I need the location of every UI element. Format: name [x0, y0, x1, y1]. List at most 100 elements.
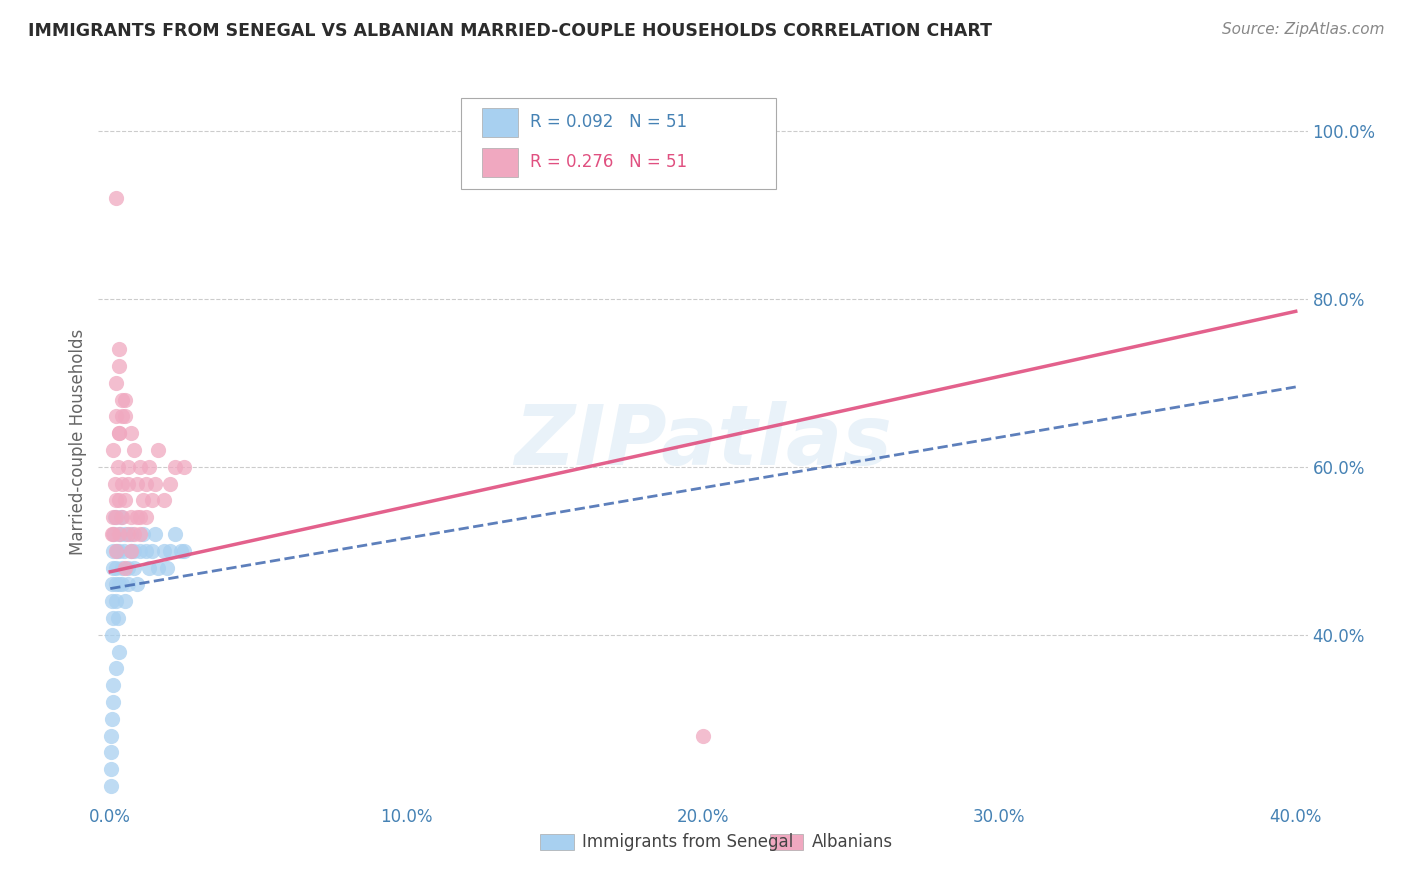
- FancyBboxPatch shape: [482, 108, 517, 136]
- Point: [117, 560, 139, 574]
- Point: [111, 392, 134, 407]
- Text: IMMIGRANTS FROM SENEGAL VS ALBANIAN MARRIED-COUPLE HOUSEHOLDS CORRELATION CHART: IMMIGRANTS FROM SENEGAL VS ALBANIAN MARR…: [28, 22, 993, 40]
- Point: [170, 543, 193, 558]
- Point: [111, 409, 134, 424]
- Point: [101, 695, 124, 709]
- Text: R = 0.092   N = 51: R = 0.092 N = 51: [530, 113, 688, 131]
- Point: [105, 510, 128, 524]
- Point: [132, 493, 155, 508]
- Point: [129, 543, 152, 558]
- Point: [108, 359, 131, 373]
- Point: [138, 560, 160, 574]
- Text: ZIPatlas: ZIPatlas: [515, 401, 891, 482]
- Point: [117, 476, 139, 491]
- Point: [105, 560, 128, 574]
- Point: [141, 493, 163, 508]
- Point: [111, 510, 134, 524]
- Point: [105, 191, 128, 205]
- Point: [117, 459, 139, 474]
- Point: [120, 543, 142, 558]
- Text: R = 0.276   N = 51: R = 0.276 N = 51: [530, 153, 688, 171]
- Point: [120, 527, 142, 541]
- Point: [111, 577, 134, 591]
- Point: [152, 493, 174, 508]
- Point: [165, 459, 187, 474]
- Point: [114, 493, 136, 508]
- Point: [108, 426, 131, 441]
- Point: [111, 560, 134, 574]
- Point: [108, 493, 131, 508]
- Point: [100, 729, 122, 743]
- FancyBboxPatch shape: [540, 834, 574, 850]
- Point: [100, 628, 122, 642]
- Point: [108, 543, 131, 558]
- Point: [135, 510, 157, 524]
- Point: [100, 745, 122, 759]
- Point: [112, 543, 135, 558]
- Point: [103, 442, 125, 457]
- Point: [100, 762, 122, 776]
- FancyBboxPatch shape: [769, 834, 803, 850]
- Y-axis label: Married-couple Households: Married-couple Households: [69, 328, 87, 555]
- Point: [105, 543, 128, 558]
- Point: [117, 577, 139, 591]
- Point: [111, 476, 134, 491]
- Point: [101, 611, 124, 625]
- Point: [114, 527, 136, 541]
- Point: [125, 577, 148, 591]
- Point: [122, 543, 145, 558]
- Point: [135, 543, 157, 558]
- FancyBboxPatch shape: [461, 98, 776, 189]
- Point: [108, 527, 131, 541]
- Point: [105, 661, 128, 675]
- Point: [114, 594, 136, 608]
- Point: [104, 577, 127, 591]
- Point: [104, 476, 127, 491]
- Point: [108, 644, 131, 658]
- Text: Immigrants from Senegal: Immigrants from Senegal: [582, 833, 793, 851]
- Point: [100, 527, 122, 541]
- Point: [143, 476, 166, 491]
- Point: [108, 577, 131, 591]
- Point: [110, 510, 132, 524]
- Point: [114, 560, 136, 574]
- Point: [103, 527, 125, 541]
- Point: [129, 510, 152, 524]
- Point: [120, 510, 142, 524]
- Point: [107, 611, 129, 625]
- Point: [125, 476, 148, 491]
- Point: [103, 543, 125, 558]
- Point: [108, 342, 131, 356]
- Point: [143, 527, 166, 541]
- FancyBboxPatch shape: [482, 148, 517, 177]
- Point: [135, 476, 157, 491]
- Point: [103, 560, 125, 574]
- Point: [107, 459, 129, 474]
- Point: [120, 543, 142, 558]
- Point: [173, 459, 195, 474]
- Point: [101, 577, 124, 591]
- Point: [173, 543, 195, 558]
- Point: [129, 527, 152, 541]
- Point: [103, 678, 125, 692]
- Point: [100, 594, 122, 608]
- Point: [103, 527, 125, 541]
- Point: [132, 527, 155, 541]
- Point: [129, 459, 152, 474]
- Point: [100, 779, 122, 793]
- Point: [120, 426, 142, 441]
- Point: [105, 376, 128, 390]
- Point: [108, 527, 131, 541]
- Point: [146, 442, 169, 457]
- Point: [146, 560, 169, 574]
- Point: [159, 543, 181, 558]
- Point: [114, 392, 136, 407]
- Text: Source: ZipAtlas.com: Source: ZipAtlas.com: [1222, 22, 1385, 37]
- Point: [105, 594, 128, 608]
- Point: [159, 476, 181, 491]
- Point: [117, 527, 139, 541]
- Point: [103, 510, 125, 524]
- Point: [104, 510, 127, 524]
- Point: [114, 409, 136, 424]
- Point: [141, 543, 163, 558]
